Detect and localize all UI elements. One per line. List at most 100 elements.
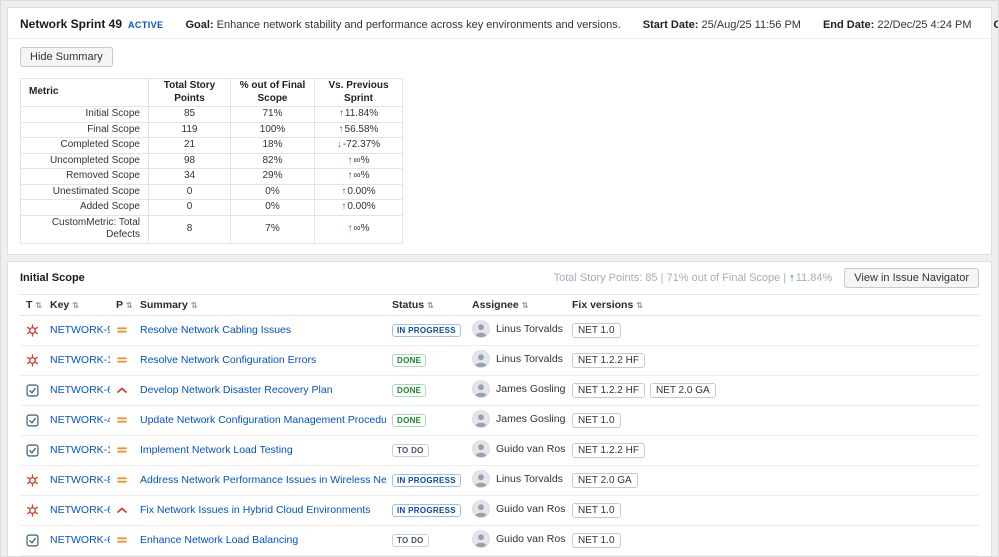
fix-version-chip: NET 1.0 xyxy=(572,532,621,548)
bug-icon xyxy=(26,473,39,487)
column-header-assignee[interactable]: Assignee ⇅ xyxy=(466,293,566,316)
status-lozenge: DONE xyxy=(392,353,427,367)
issue-key-link[interactable]: NETWORK-60 xyxy=(50,384,110,396)
issue-key-link[interactable]: NETWORK-103 xyxy=(50,354,110,366)
summary-column-header: Vs. Previous Sprint xyxy=(314,78,403,107)
fix-version-chip: NET 2.0 GA xyxy=(649,382,716,398)
issue-key-link[interactable]: NETWORK-44 xyxy=(50,414,110,426)
column-header-status[interactable]: Status ⇅ xyxy=(386,293,466,316)
sort-icon[interactable]: ⇅ xyxy=(427,300,434,310)
fix-version-chip: NET 1.0 xyxy=(572,322,621,338)
metric-vs-previous: ↑∞% xyxy=(314,152,403,169)
metric-vs-previous: ↑0.00% xyxy=(314,183,403,200)
issue-summary-link[interactable]: Enhance Network Load Balancing xyxy=(140,534,299,546)
issue-type-cell xyxy=(20,495,44,526)
metric-story-points: 0 xyxy=(148,183,231,200)
section-title: Initial Scope xyxy=(20,271,85,284)
assignee: Linus Torvalds xyxy=(472,349,563,368)
issue-summary-link[interactable]: Implement Network Load Testing xyxy=(140,444,293,456)
column-header-fix-versions[interactable]: Fix versions ⇅ xyxy=(566,293,979,316)
metric-name: Unestimated Scope xyxy=(20,183,149,200)
fix-version-chip: NET 1.2.2 HF xyxy=(572,442,645,458)
metric-story-points: 98 xyxy=(148,152,231,169)
task-icon xyxy=(26,443,39,457)
status-lozenge: IN PROGRESS xyxy=(392,323,461,337)
issue-key-link[interactable]: NETWORK-100 xyxy=(50,444,110,456)
task-icon xyxy=(26,533,39,547)
issue-assignee-cell: Guido van Rossum xyxy=(466,525,566,556)
issue-priority-cell xyxy=(110,525,134,556)
assignee: Guido van Rossum xyxy=(472,529,566,548)
sort-icon[interactable]: ⇅ xyxy=(35,300,43,310)
issue-summary-link[interactable]: Address Network Performance Issues in Wi… xyxy=(140,474,386,486)
issue-row: NETWORK-81 Address Network Performance Is… xyxy=(20,465,979,496)
summary-table: Metric Total Story Points% out of Final S… xyxy=(20,78,403,244)
issue-row: NETWORK-11 Fix Network Performance Issues… xyxy=(20,555,979,556)
sort-icon[interactable]: ⇅ xyxy=(521,300,529,310)
metric-vs-previous: ↓-72.37% xyxy=(314,137,403,154)
status-lozenge: TO DO xyxy=(392,443,429,457)
issue-summary-link[interactable]: Resolve Network Configuration Errors xyxy=(140,354,317,366)
sort-icon[interactable]: ⇅ xyxy=(636,300,643,310)
issue-key-link[interactable]: NETWORK-61 xyxy=(50,504,110,516)
issue-status-cell: IN PROGRESS xyxy=(386,555,466,556)
column-label: Status xyxy=(392,298,425,311)
fix-version-chip: NET 1.0 xyxy=(572,502,621,518)
issue-table-body: NETWORK-99 Resolve Network Cabling Issues… xyxy=(20,315,979,556)
sort-icon[interactable]: ⇅ xyxy=(126,300,133,310)
column-header-p[interactable]: P ⇅ xyxy=(110,293,134,316)
column-label: P xyxy=(116,298,124,311)
trend-arrow-icon: ↑ xyxy=(338,123,344,135)
view-in-issue-navigator-button[interactable]: View in Issue Navigator xyxy=(844,267,979,288)
issue-key-link[interactable]: NETWORK-62 xyxy=(50,534,110,546)
issue-row: NETWORK-62 Enhance Network Load Balancing… xyxy=(20,525,979,556)
priority-high-icon xyxy=(117,387,127,394)
end-date-value: 22/Dec/25 4:24 PM xyxy=(877,19,972,31)
hide-summary-button[interactable]: Hide Summary xyxy=(20,47,113,67)
avatar xyxy=(472,349,490,368)
issue-summary-cell: Fix Network Issues in Hybrid Cloud Envir… xyxy=(134,495,386,526)
bug-icon xyxy=(26,503,39,517)
issue-status-cell: DONE xyxy=(386,375,466,406)
issue-assignee-cell: James Gosling xyxy=(466,375,566,406)
column-header-t[interactable]: T ⇅ xyxy=(20,293,44,316)
issue-status-cell: IN PROGRESS xyxy=(386,315,466,346)
sort-icon[interactable]: ⇅ xyxy=(72,300,79,310)
issue-row: NETWORK-61 Fix Network Issues in Hybrid C… xyxy=(20,495,979,526)
trend-arrow-icon: ↑ xyxy=(347,222,353,234)
issue-fix-versions-cell: NET 1.0 xyxy=(566,315,979,346)
issue-fix-versions-cell: NET 1.2.2 HF xyxy=(566,345,979,376)
issue-status-cell: IN PROGRESS xyxy=(386,465,466,496)
status-lozenge: IN PROGRESS xyxy=(392,473,461,487)
issue-status-cell: IN PROGRESS xyxy=(386,495,466,526)
initial-scope-section: Initial Scope Total Story Points: 85 | 7… xyxy=(7,260,992,556)
column-label: T xyxy=(26,298,33,311)
assignee: Linus Torvalds xyxy=(472,469,563,488)
issue-summary-link[interactable]: Update Network Configuration Management … xyxy=(140,414,386,426)
summary-row: Unestimated Scope 0 0% ↑0.00% xyxy=(20,183,403,200)
section-stats-delta: 11.84% xyxy=(795,271,833,284)
issue-key-link[interactable]: NETWORK-99 xyxy=(50,324,110,336)
assignee-name: Linus Torvalds xyxy=(496,352,563,365)
summary-row: Completed Scope 21 18% ↓-72.37% xyxy=(20,137,403,154)
sort-icon[interactable]: ⇅ xyxy=(190,300,198,310)
issue-summary-link[interactable]: Resolve Network Cabling Issues xyxy=(140,324,292,336)
task-icon xyxy=(26,413,39,427)
column-header-key[interactable]: Key ⇅ xyxy=(44,293,110,316)
metric-name: Removed Scope xyxy=(20,168,149,185)
summary-row: Uncompleted Scope 98 82% ↑∞% xyxy=(20,152,403,169)
issue-status-cell: TO DO xyxy=(386,525,466,556)
issue-summary-link[interactable]: Develop Network Disaster Recovery Plan xyxy=(140,384,333,396)
issue-priority-cell xyxy=(110,375,134,406)
issue-priority-cell xyxy=(110,435,134,466)
priority-medium-icon xyxy=(117,447,127,453)
column-header-summary[interactable]: Summary ⇅ xyxy=(134,293,386,316)
issue-type-cell xyxy=(20,345,44,376)
issue-fix-versions-cell: NET 1.0 xyxy=(566,525,979,556)
trend-arrow-icon: ↑ xyxy=(338,108,344,119)
metric-percent: 7% xyxy=(230,214,315,244)
summary-row: Added Scope 0 0% ↑0.00% xyxy=(20,199,403,216)
issue-key-link[interactable]: NETWORK-81 xyxy=(50,474,110,486)
priority-medium-icon xyxy=(117,417,127,423)
issue-summary-link[interactable]: Fix Network Issues in Hybrid Cloud Envir… xyxy=(140,504,371,516)
